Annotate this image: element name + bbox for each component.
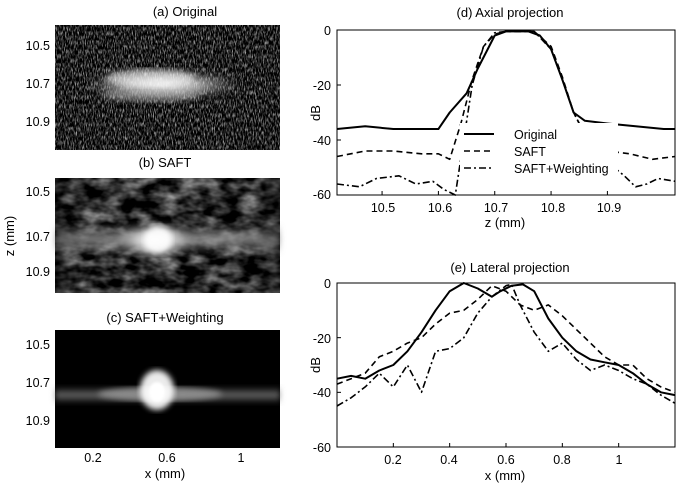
panel-c-ytick: 10.7 — [26, 376, 50, 390]
legend-label-saft: SAFT — [514, 145, 546, 159]
panel-d-y-ticks: 0 -20 -40 -60 — [313, 24, 331, 202]
panel-d-xtick: 10.8 — [541, 201, 565, 215]
panel-d-xtick: 10.5 — [371, 201, 395, 215]
panel-e-ylabel: dB — [308, 357, 323, 373]
panel-a-y-ticks: 10.5 10.7 10.9 — [26, 39, 50, 129]
panel-b-ytick: 10.7 — [26, 230, 50, 244]
panel-e-ytick: -60 — [313, 441, 331, 455]
panel-d-ytick: -40 — [313, 134, 331, 148]
panel-d-x-ticks: 10.5 10.6 10.7 10.8 10.9 — [371, 201, 621, 215]
series-line-saft — [336, 284, 676, 394]
series-line-original — [336, 30, 675, 130]
panel-e-ytick: 0 — [324, 277, 331, 291]
panel-d-xlabel: z (mm) — [485, 215, 525, 230]
panel-a-ytick: 10.5 — [26, 39, 50, 53]
panel-a-title: (a) Original — [153, 4, 217, 19]
panel-e-title: (e) Lateral projection — [450, 260, 569, 275]
panel-d-frame — [336, 29, 676, 196]
panel-c-y-ticks: 10.5 10.7 10.9 — [26, 338, 50, 428]
panel-e-xtick: 0.4 — [440, 453, 457, 467]
panel-d-ytick: 0 — [324, 24, 331, 38]
panel-c-ytick: 10.5 — [26, 338, 50, 352]
series-line-saft-weighting — [336, 283, 676, 407]
panel-a-ytick: 10.7 — [26, 77, 50, 91]
panel-c-title: (c) SAFT+Weighting — [106, 310, 223, 325]
panel-e-xtick: 0.8 — [553, 453, 570, 467]
legend-label-saft-weighting: SAFT+Weighting — [514, 162, 609, 176]
panel-e-xtick: 1 — [616, 453, 623, 467]
panel-a-image — [55, 25, 280, 150]
panel-b-ylabel: z (mm) — [2, 216, 17, 256]
panel-c-ytick: 10.9 — [26, 414, 50, 428]
panel-e-x-ticks: 0.2 0.4 0.6 0.8 1 — [384, 453, 622, 467]
panel-d-title: (d) Axial projection — [457, 5, 564, 20]
panel-a-original: (a) Original 10.5 10.7 10.9 — [26, 4, 280, 150]
panel-c-saft-weighting: (c) SAFT+Weighting 10.5 10.7 10.9 0.2 0.… — [26, 310, 280, 481]
panel-c-xtick: 0.2 — [84, 451, 101, 465]
panel-d-ytick: -20 — [313, 79, 331, 93]
panel-b-image — [55, 178, 280, 293]
panel-b-saft: (b) SAFT 10.5 10.7 10.9 z (mm) — [2, 155, 280, 293]
panel-c-x-ticks: 0.2 0.6 1 — [84, 451, 244, 465]
panel-d-xtick: 10.7 — [484, 201, 508, 215]
panel-b-y-ticks: 10.5 10.7 10.9 — [26, 185, 50, 279]
panel-d-xtick: 10.6 — [428, 201, 452, 215]
panel-b-ytick: 10.5 — [26, 185, 50, 199]
panel-e-y-ticks: 0 -20 -40 -60 — [313, 277, 331, 455]
panel-d-axial: (d) Axial projection 0 -20 -40 -60 10.5 … — [308, 5, 676, 230]
panel-e-xtick: 0.6 — [497, 453, 514, 467]
panel-a-ytick: 10.9 — [26, 115, 50, 129]
panel-e-ytick: -40 — [313, 386, 331, 400]
panel-d-ylabel: dB — [308, 105, 323, 121]
panel-d-xtick: 10.9 — [597, 201, 621, 215]
panel-c-image — [55, 330, 280, 448]
legend-label-original: Original — [514, 128, 557, 142]
panel-c-xtick: 0.6 — [158, 451, 175, 465]
panel-e-xtick: 0.2 — [384, 453, 401, 467]
legend-box — [460, 123, 618, 181]
legend: Original SAFT SAFT+Weighting — [460, 123, 618, 181]
series-line-original — [336, 282, 676, 397]
panel-d-ytick: -60 — [313, 188, 331, 202]
panel-e-xlabel: x (mm) — [485, 468, 525, 483]
panel-e-lateral: (e) Lateral projection 0 -20 -40 -60 0.2… — [308, 260, 676, 483]
panel-c-xtick: 1 — [238, 451, 245, 465]
panel-b-title: (b) SAFT — [139, 155, 192, 170]
panel-c-xlabel: x (mm) — [145, 466, 185, 481]
panel-e-ytick: -20 — [313, 332, 331, 346]
panel-e-series — [336, 282, 676, 448]
panel-b-ytick: 10.9 — [26, 265, 50, 279]
